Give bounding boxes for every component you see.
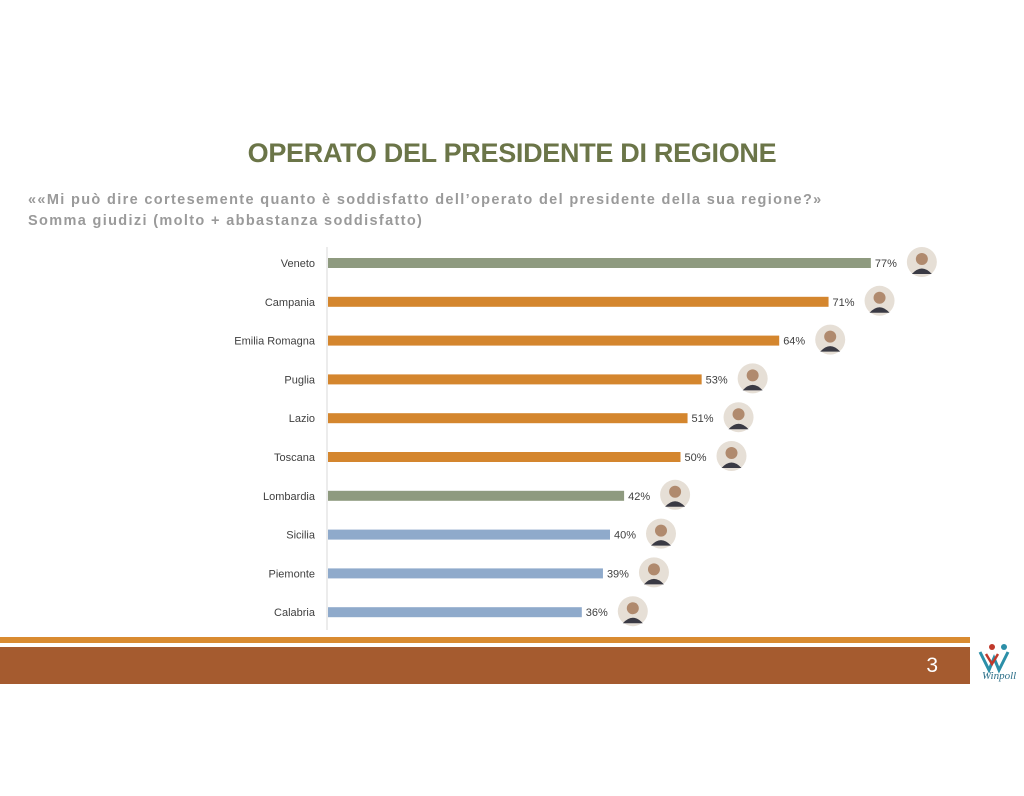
- data-label: 40%: [614, 530, 636, 542]
- data-label: 71%: [833, 297, 855, 309]
- category-label: Campania: [265, 297, 316, 309]
- data-label: 42%: [628, 491, 650, 503]
- president-portrait-icon: [646, 518, 676, 549]
- bar: [328, 258, 871, 268]
- president-portrait-icon: [723, 402, 754, 433]
- president-portrait-icon: [716, 441, 747, 471]
- president-portrait-icon: [737, 363, 768, 394]
- data-label: 50%: [685, 452, 707, 464]
- president-portrait-icon: [660, 479, 691, 510]
- data-label: 64%: [783, 336, 805, 348]
- page-title: OPERATO DEL PRESIDENTE DI REGIONE: [247, 138, 777, 168]
- bar: [328, 374, 702, 385]
- category-label: Toscana: [274, 452, 316, 464]
- president-portrait-icon: [638, 557, 669, 588]
- president-portrait-icon: [864, 285, 895, 316]
- bar: [328, 607, 582, 618]
- bar: [328, 529, 610, 540]
- category-label: Calabria: [274, 607, 316, 619]
- president-portrait-icon: [617, 596, 648, 627]
- bar: [328, 490, 625, 501]
- data-label: 36%: [586, 607, 608, 619]
- category-label: Lombardia: [263, 491, 316, 503]
- data-label: 77%: [875, 258, 897, 270]
- svg-text:Winpoll: Winpoll: [982, 670, 1016, 682]
- page-number: 3: [926, 654, 938, 677]
- bar: [328, 452, 681, 462]
- category-label: Puglia: [284, 374, 315, 386]
- category-label: Lazio: [289, 413, 315, 425]
- data-label: 53%: [706, 374, 728, 386]
- footer-band: 3: [0, 647, 970, 684]
- question-note: Somma giudizi (molto + abbastanza soddis…: [28, 213, 424, 229]
- president-portrait-icon: [815, 324, 846, 355]
- data-label: 51%: [692, 413, 714, 425]
- category-label: Piemonte: [269, 568, 315, 580]
- bar: [328, 296, 829, 307]
- bar: [328, 335, 780, 346]
- bar: [328, 413, 688, 424]
- bar: [328, 568, 603, 579]
- president-portrait-icon: [906, 247, 937, 277]
- category-label: Veneto: [281, 258, 315, 270]
- data-label: 39%: [607, 568, 629, 580]
- footer-accent-line: [0, 637, 970, 643]
- question-text: ««Mi può dire cortesemente quanto è sodd…: [28, 192, 823, 208]
- category-label: Emilia Romagna: [234, 336, 316, 348]
- question-subtitle: ««Mi può dire cortesemente quanto è sodd…: [28, 190, 823, 232]
- winpoll-logo: Winpoll: [972, 638, 1024, 684]
- category-label: Sicilia: [286, 530, 316, 542]
